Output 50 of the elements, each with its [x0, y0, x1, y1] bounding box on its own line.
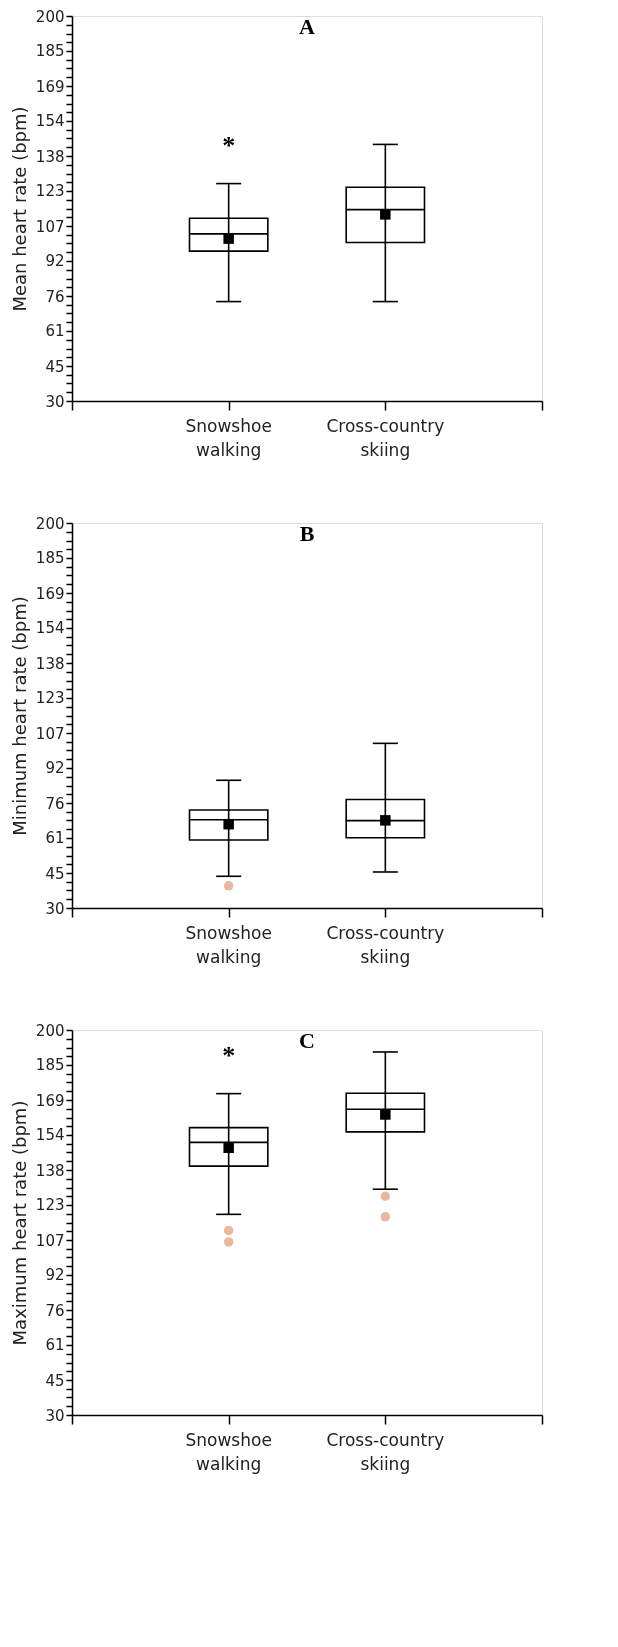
chart-title: B: [299, 521, 315, 546]
y-tick-label: 107: [35, 1231, 65, 1250]
x-tick-label: Snowshoe walking: [185, 1430, 272, 1474]
y-tick-label: 30: [45, 1406, 65, 1425]
y-tick-label: 185: [35, 42, 65, 61]
y-tick-label: 61: [45, 322, 65, 341]
y-tick-label: 123: [35, 689, 65, 708]
y-axis-title: Mean heart rate (bpm): [8, 106, 30, 312]
y-tick-label: 107: [35, 217, 65, 236]
y-tick-label: 169: [35, 77, 65, 96]
chart-title: A: [299, 14, 316, 39]
y-tick-label: 45: [45, 1371, 65, 1390]
y-axis-title: Minimum heart rate (bpm): [8, 596, 30, 836]
y-tick-label: 45: [45, 357, 65, 376]
y-tick-label: 45: [45, 864, 65, 883]
y-tick-label: 138: [35, 654, 65, 673]
y-tick-label: 200: [35, 514, 65, 533]
y-axis-title: Maximum heart rate (bpm): [8, 1100, 30, 1346]
y-tick-label: 61: [45, 829, 65, 848]
annotation: *: [222, 130, 236, 160]
y-tick-label: 107: [35, 724, 65, 743]
y-tick-label: 154: [35, 1126, 65, 1145]
y-tick-label: 76: [45, 1301, 65, 1320]
y-tick-label: 76: [45, 287, 65, 306]
y-tick-label: 138: [35, 1161, 65, 1180]
y-tick-label: 123: [35, 1196, 65, 1215]
y-tick-label: 200: [35, 1021, 65, 1040]
y-tick-label: 30: [45, 899, 65, 918]
y-tick-label: 154: [35, 112, 65, 131]
x-tick-label: Snowshoe walking: [185, 416, 272, 460]
x-tick-label: Cross-country skiing: [326, 1430, 445, 1474]
y-tick-label: 200: [35, 7, 65, 26]
x-tick-label: Cross-country skiing: [326, 416, 445, 460]
y-tick-label: 30: [45, 392, 65, 411]
y-tick-label: 138: [35, 147, 65, 166]
x-tick-label: Snowshoe walking: [185, 923, 272, 967]
x-tick-label: Cross-country skiing: [326, 923, 445, 967]
y-tick-label: 92: [45, 759, 65, 778]
y-tick-label: 169: [35, 584, 65, 603]
y-tick-label: 185: [35, 549, 65, 568]
y-tick-label: 123: [35, 182, 65, 201]
y-tick-label: 76: [45, 794, 65, 813]
y-tick-label: 92: [45, 1266, 65, 1285]
y-tick-label: 92: [45, 252, 65, 271]
y-tick-label: 185: [35, 1056, 65, 1075]
annotation: *: [222, 1040, 236, 1070]
y-tick-label: 154: [35, 619, 65, 638]
y-tick-label: 61: [45, 1336, 65, 1355]
chart-title: C: [299, 1028, 315, 1053]
y-tick-label: 169: [35, 1091, 65, 1110]
